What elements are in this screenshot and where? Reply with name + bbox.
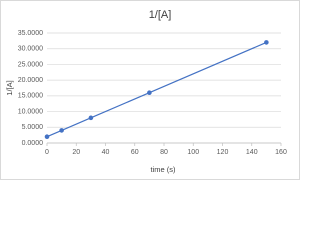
data-point	[264, 40, 269, 45]
y-tick-label: 15.0000	[18, 93, 43, 100]
y-tick-label: 30.0000	[18, 46, 43, 53]
x-axis-label: time (s)	[151, 165, 177, 174]
x-tick-label: 100	[187, 149, 199, 156]
data-point	[88, 115, 94, 121]
x-tick-label: 0	[45, 149, 49, 156]
data-point	[44, 134, 50, 140]
y-tick-label: 10.0000	[18, 108, 43, 115]
chart-title: 1/[A]	[149, 9, 172, 21]
y-tick-label: 20.0000	[18, 77, 43, 84]
x-tick-label: 140	[246, 149, 258, 156]
x-tick-label: 160	[275, 149, 287, 156]
x-tick-label: 120	[217, 149, 229, 156]
data-point	[147, 90, 152, 96]
y-tick-label: 25.0000	[18, 61, 43, 68]
page: {"chart_data": {"type": "scatter-line", …	[0, 0, 300, 180]
x-tick-label: 20	[72, 149, 80, 156]
y-tick-label: 5.0000	[22, 124, 44, 131]
x-tick-label: 80	[160, 149, 168, 156]
x-tick-label: 40	[102, 149, 110, 156]
x-tick-label: 60	[131, 149, 139, 156]
chart: 1/[A] time (s) 1/[A] 0.0000 5.0000 10.0000…	[0, 0, 300, 180]
y-tick-label: 0.0000	[22, 140, 44, 147]
y-tick-label: 35.0000	[18, 30, 43, 37]
y-axis-label: 1/[A]	[5, 80, 14, 95]
data-point	[59, 128, 64, 133]
chart-border	[0, 0, 300, 180]
